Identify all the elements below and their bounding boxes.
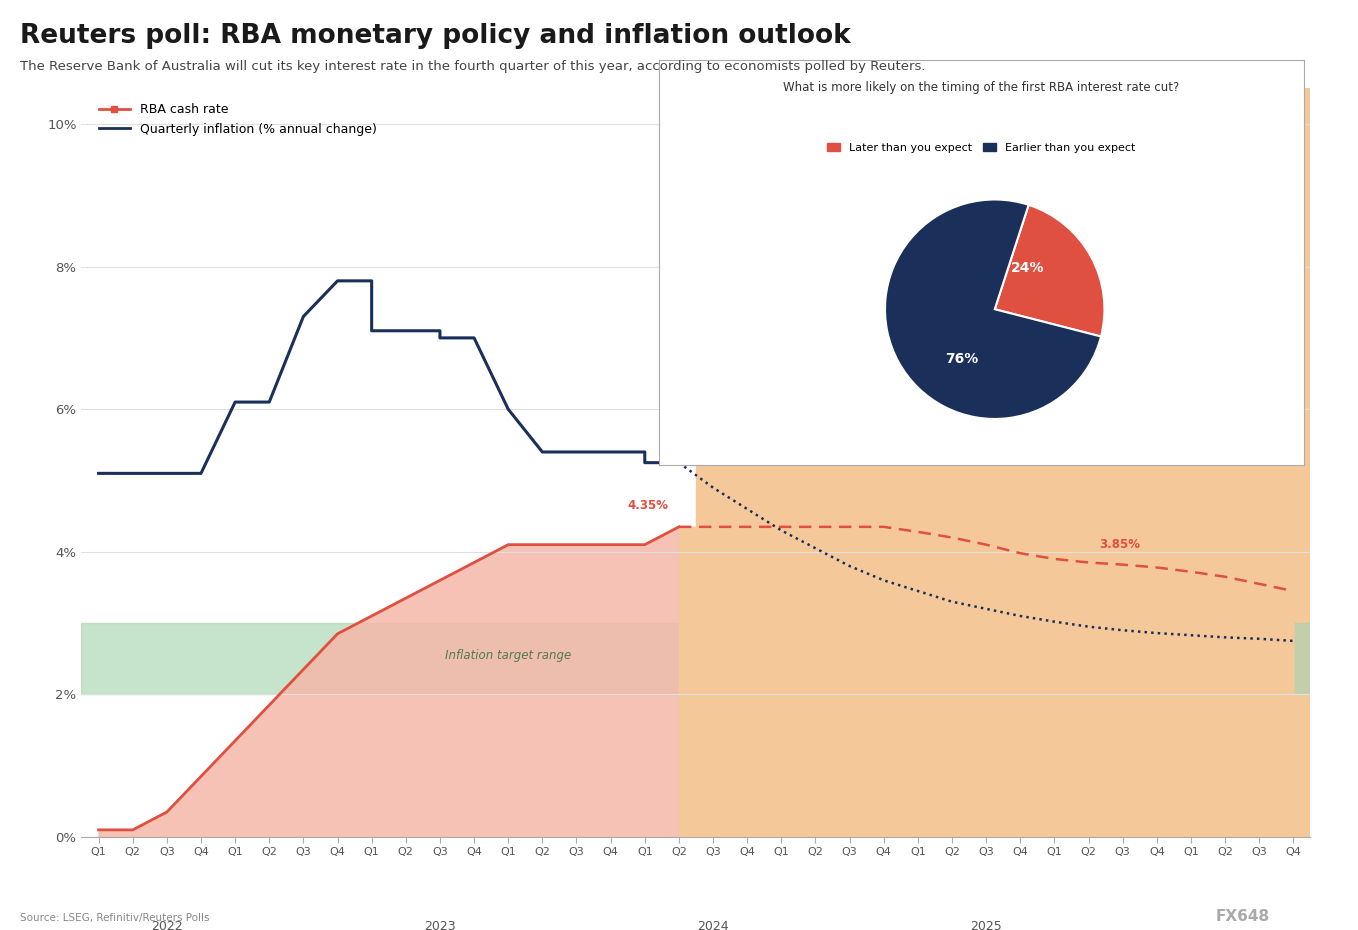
Text: Forecast horizon: Forecast horizon (952, 449, 1055, 462)
Text: Inflation target range: Inflation target range (445, 649, 572, 662)
Legend: Later than you expect, Earlier than you expect: Later than you expect, Earlier than you … (822, 139, 1141, 158)
Wedge shape (994, 205, 1104, 337)
Text: 2022: 2022 (151, 920, 182, 930)
Text: 2025: 2025 (970, 920, 1002, 930)
Text: 2023: 2023 (424, 920, 456, 930)
Bar (695, 88, 1310, 837)
Wedge shape (885, 200, 1101, 418)
Text: Reuters poll: RBA monetary policy and inflation outlook: Reuters poll: RBA monetary policy and in… (20, 23, 851, 49)
Text: 76%: 76% (945, 352, 978, 365)
Text: FX648: FX648 (1215, 909, 1270, 923)
Text: 4.35%: 4.35% (627, 499, 668, 512)
Bar (81, 623, 1310, 695)
Text: What is more likely on the timing of the first RBA interest rate cut?: What is more likely on the timing of the… (784, 81, 1179, 94)
Text: 3.85%: 3.85% (1099, 538, 1139, 551)
Legend: RBA cash rate, Quarterly inflation (% annual change): RBA cash rate, Quarterly inflation (% an… (94, 99, 382, 140)
Text: Source: LSEG, Refinitiv/Reuters Polls: Source: LSEG, Refinitiv/Reuters Polls (20, 912, 210, 923)
Text: The Reserve Bank of Australia will cut its key interest rate in the fourth quart: The Reserve Bank of Australia will cut i… (20, 60, 926, 73)
Text: 24%: 24% (1010, 261, 1044, 275)
Text: 2024: 2024 (697, 920, 729, 930)
